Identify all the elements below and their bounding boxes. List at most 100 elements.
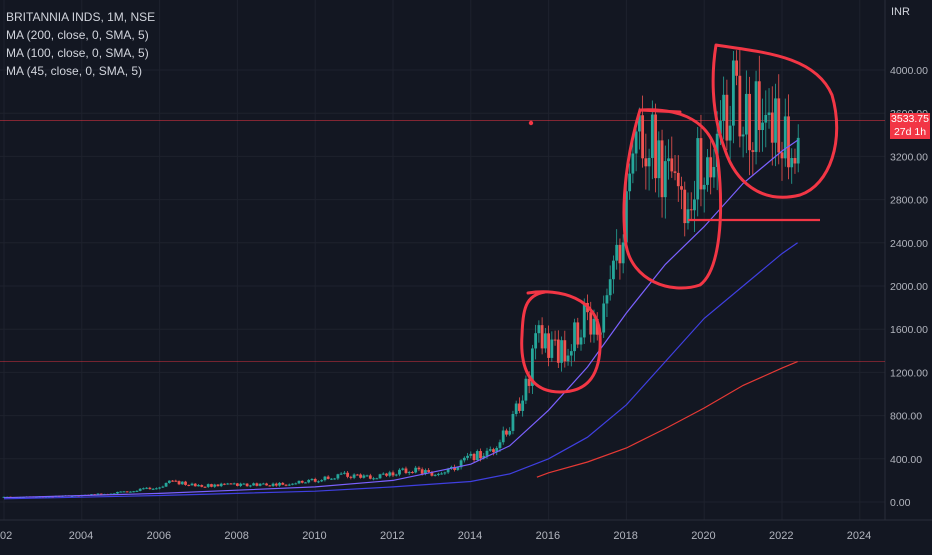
candle-body (47, 496, 51, 498)
candle-body (482, 455, 486, 459)
candle-body (216, 484, 220, 487)
candle-body (223, 483, 226, 485)
candle-body (51, 496, 55, 498)
candle-body (637, 115, 641, 132)
candle-body (112, 493, 116, 495)
candle-body (326, 476, 330, 479)
candle-body (634, 131, 638, 154)
candle-body (550, 339, 554, 358)
candle-body (401, 468, 405, 470)
symbol-title[interactable]: BRITANNIA INDS, 1M, NSE (6, 10, 156, 24)
candle-body (492, 449, 495, 453)
candle-body (787, 116, 790, 168)
candle-body (553, 339, 557, 341)
price-tick-label: 3200.00 (890, 151, 928, 163)
candle-body (167, 480, 171, 483)
candle-body (650, 114, 654, 158)
candle-body (712, 166, 716, 178)
candle-body (595, 318, 599, 335)
candle-body (229, 483, 233, 485)
candle-body (119, 491, 123, 493)
candle-body (281, 482, 285, 485)
time-tick-label: 2020 (691, 530, 715, 542)
candle-body (239, 483, 243, 486)
candle-body (566, 355, 570, 362)
candle-body (164, 482, 168, 487)
candle-body (644, 158, 648, 167)
candle-body (693, 199, 696, 211)
candle-body (498, 442, 502, 448)
candle-body (793, 158, 797, 164)
candle-body (625, 191, 628, 243)
candle-body (96, 493, 100, 495)
time-tick-label: 02 (0, 530, 12, 542)
candle-body (615, 244, 619, 261)
price-tick-label: 2400.00 (890, 238, 928, 250)
candle-body (359, 474, 362, 478)
candle-body (138, 488, 142, 491)
legend-ma200[interactable]: MA (200, close, 0, SMA, 5) (6, 28, 149, 42)
candle-body (744, 93, 748, 135)
candle-body (355, 474, 359, 476)
candle-body (284, 484, 288, 486)
candle-body (346, 472, 350, 477)
candle-body (680, 186, 683, 190)
candle-body (777, 98, 781, 153)
candle-body (330, 478, 333, 480)
candle-body (560, 340, 563, 363)
candle-body (424, 470, 427, 474)
candle-body (242, 483, 246, 485)
time-tick-label: 2018 (613, 530, 637, 542)
candle-body (621, 242, 625, 264)
candle-body (372, 478, 375, 480)
candle-body (757, 81, 761, 131)
candle-body (774, 98, 777, 143)
time-tick-label: 2024 (847, 530, 871, 542)
candle-body (696, 138, 700, 200)
candle-body (274, 483, 278, 486)
candle-body (342, 472, 346, 474)
candle-body (232, 483, 236, 485)
candle-body (511, 414, 515, 431)
legend-ma100[interactable]: MA (100, close, 0, SMA, 5) (6, 46, 149, 60)
candle-body (407, 472, 411, 474)
candle-body (378, 474, 382, 479)
candle-body (495, 447, 499, 453)
candle-body (414, 467, 418, 473)
candle-body (472, 453, 476, 461)
candle-body (673, 171, 677, 173)
candle-body (631, 153, 635, 174)
candle-body (70, 496, 74, 498)
candle-body (796, 137, 800, 164)
candle-body (297, 480, 301, 484)
price-tick-label: 400.00 (890, 454, 922, 466)
candle-body (304, 482, 307, 484)
price-tick-label: 1600.00 (890, 324, 928, 336)
ma200-line (536, 361, 798, 478)
candle-body (647, 157, 651, 167)
candle-body (488, 449, 492, 451)
candle-body (582, 302, 586, 338)
candle-body (122, 491, 126, 493)
candle-body (258, 483, 262, 486)
annotation-circle-2021 (711, 43, 839, 199)
last-price-tag: 3533.75 (890, 113, 930, 126)
legend-ma45[interactable]: MA (45, close, 0, SMA, 5) (6, 64, 143, 78)
chart-legend: BRITANNIA INDS, 1M, NSE MA (200, close, … (6, 8, 155, 80)
candle-body (210, 484, 213, 487)
candle-body (524, 378, 528, 401)
time-tick-label: 2016 (536, 530, 560, 542)
candle-body (780, 152, 784, 159)
candle-body (385, 473, 388, 476)
candle-body (728, 125, 732, 141)
candle-body (790, 158, 794, 168)
candle-body (702, 184, 706, 190)
candle-body (738, 75, 742, 137)
price-tick-label: 800.00 (890, 411, 922, 423)
candle-body (310, 478, 314, 480)
ma45-line (3, 139, 798, 499)
candle-body (576, 322, 580, 345)
